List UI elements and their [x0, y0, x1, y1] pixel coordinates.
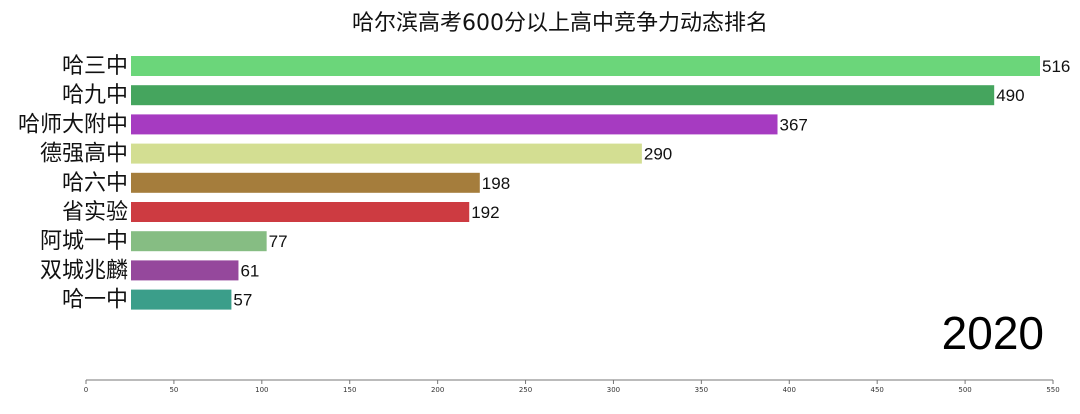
bar-5 [131, 172, 480, 193]
value-label-1: 516 [1042, 57, 1070, 76]
category-label-9: 哈一中 [62, 288, 128, 313]
value-label-3: 367 [780, 115, 808, 134]
bar-6 [131, 202, 470, 222]
x-tick-label-5: 200 [431, 386, 444, 394]
category-label-6: 省实验 [62, 200, 128, 225]
value-label-5: 198 [482, 174, 510, 193]
category-label-2: 哈九中 [62, 83, 128, 108]
bar-4 [131, 143, 642, 164]
x-tick-label-3: 100 [255, 386, 268, 394]
value-label-7: 77 [269, 232, 288, 251]
bar-3 [131, 114, 778, 135]
x-tick-label-1: 0 [84, 386, 88, 394]
bar-7 [131, 231, 267, 252]
chart-title: 哈尔滨高考600分以上高中竞争力动态排名 [352, 11, 768, 36]
x-tick-label-7: 300 [607, 386, 620, 394]
x-tick-label-4: 150 [343, 386, 356, 394]
category-label-3: 哈师大附中 [18, 112, 128, 137]
category-label-1: 哈三中 [62, 54, 128, 79]
bar-8 [131, 260, 239, 281]
value-label-4: 290 [644, 145, 672, 164]
bar-1 [131, 56, 1040, 76]
value-label-9: 57 [233, 291, 252, 310]
x-tick-label-9: 400 [783, 386, 796, 394]
bars-layer: 哈三中 516 哈九中 490 哈师大附中 367 德强高中 290 哈六中 198 省实验 192 阿… [18, 54, 1070, 313]
bar-9 [131, 289, 232, 310]
x-tick-label-10: 450 [870, 386, 883, 394]
category-label-5: 哈六中 [62, 171, 128, 196]
x-tick-label-11: 500 [958, 386, 971, 394]
x-tick-label-2: 50 [169, 386, 178, 394]
bar-2 [131, 85, 995, 106]
value-label-2: 490 [996, 86, 1024, 105]
x-axis: 0 50 100 150 200 250 300 350 400 450 500 550 [84, 379, 1060, 394]
category-label-4: 德强高中 [40, 142, 128, 167]
value-label-8: 61 [240, 261, 259, 280]
category-label-8: 双城兆麟 [40, 258, 128, 283]
value-label-6: 192 [471, 203, 499, 222]
year-label: 2020 [942, 307, 1044, 359]
x-tick-label-6: 250 [519, 386, 532, 394]
x-tick-label-8: 350 [695, 386, 708, 394]
category-label-7: 阿城一中 [40, 229, 128, 254]
x-tick-label-12: 550 [1046, 386, 1059, 394]
